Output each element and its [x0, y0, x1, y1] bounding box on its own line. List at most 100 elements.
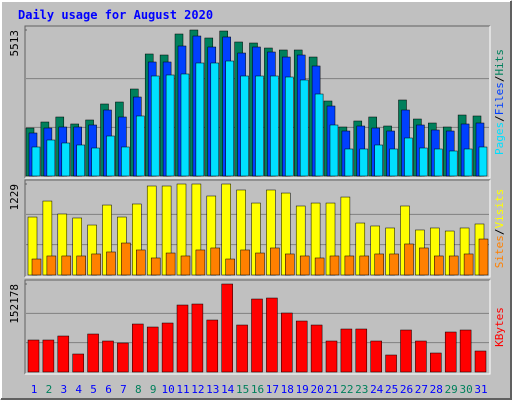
bar: [478, 238, 489, 276]
x-tick-label: 21: [325, 383, 338, 396]
bar: [195, 62, 205, 177]
x-tick-label: 20: [310, 383, 323, 396]
bar: [136, 249, 146, 276]
bar: [370, 340, 382, 373]
x-tick-label: 26: [400, 383, 413, 396]
bar: [285, 253, 295, 276]
bar: [355, 328, 368, 373]
x-tick-label: 4: [75, 383, 82, 396]
bar: [42, 339, 55, 373]
bar: [463, 148, 473, 177]
bar: [132, 323, 144, 373]
bar: [419, 247, 429, 276]
bar: [434, 148, 443, 177]
bar: [444, 331, 457, 373]
x-tick-label: 13: [206, 383, 219, 396]
x-tick-label: 10: [161, 383, 174, 396]
bar: [448, 150, 458, 177]
bar: [400, 329, 412, 373]
bar: [225, 60, 234, 177]
bar: [46, 255, 57, 276]
bar: [180, 255, 191, 276]
bar: [255, 252, 265, 276]
bar: [459, 329, 472, 373]
bar: [31, 258, 42, 276]
bar: [46, 139, 56, 177]
legend-separator: /: [493, 229, 506, 236]
legend: Pages/Files/Hits: [493, 49, 506, 155]
bar: [415, 340, 427, 373]
bar: [295, 320, 308, 373]
bar: [344, 255, 355, 276]
bar: [478, 146, 488, 177]
bar: [57, 335, 70, 373]
x-tick-label: 30: [459, 383, 472, 396]
legend-separator: /: [493, 115, 506, 122]
bar: [61, 255, 72, 276]
x-tick-label: 27: [415, 383, 428, 396]
legend-entry: Files: [493, 82, 506, 115]
bar: [225, 258, 235, 276]
bar: [91, 253, 101, 276]
bar: [270, 247, 280, 276]
bar: [340, 328, 353, 373]
x-tick-label: 16: [251, 383, 264, 396]
bar: [419, 147, 428, 177]
bar: [161, 322, 174, 373]
bar: [121, 146, 130, 177]
bar: [106, 251, 116, 276]
panel-frame-dark: [24, 25, 490, 178]
x-tick-label: 18: [281, 383, 294, 396]
bar: [404, 137, 413, 177]
bar: [285, 76, 294, 177]
bar: [270, 75, 279, 177]
bar: [165, 74, 175, 177]
x-tick-label: 31: [474, 383, 487, 396]
legend-entry: Hits: [493, 49, 506, 76]
bar: [359, 148, 369, 177]
bar: [299, 79, 309, 177]
bar: [430, 352, 442, 373]
bar: [325, 340, 338, 373]
bar: [389, 253, 399, 276]
panel-frame-light: [25, 280, 491, 375]
bar: [191, 303, 204, 373]
x-tick-label: 7: [120, 383, 127, 396]
legend-entry: Sites: [493, 235, 506, 268]
y-tick-label: 5513: [8, 30, 21, 57]
chart-title: Daily usage for August 2020: [18, 8, 213, 22]
legend-entry: Pages: [493, 122, 506, 155]
x-tick-label: 28: [430, 383, 443, 396]
bar: [76, 144, 85, 177]
bar: [474, 350, 487, 373]
bar: [359, 255, 370, 276]
bar: [106, 135, 115, 177]
legend-entry: KBytes: [493, 307, 506, 347]
bar: [91, 147, 100, 177]
x-tick-label: 5: [90, 383, 97, 396]
bar: [310, 324, 323, 373]
bar: [180, 73, 190, 177]
bar: [206, 319, 219, 373]
bar: [236, 324, 248, 373]
x-tick-label: 15: [236, 383, 249, 396]
x-tick-label: 9: [150, 383, 157, 396]
x-tick-label: 3: [60, 383, 67, 396]
panel-frame-light: [25, 180, 491, 278]
x-tick-label: 19: [296, 383, 309, 396]
bar: [195, 249, 206, 276]
bar: [221, 283, 233, 373]
bar: [31, 146, 41, 177]
bar: [434, 255, 444, 276]
x-tick-label: 11: [176, 383, 189, 396]
bar: [117, 342, 129, 373]
legend-entry: Visits: [493, 189, 506, 229]
legend: Sites/Visits: [493, 189, 506, 269]
bar: [240, 75, 249, 177]
x-tick-label: 14: [221, 383, 235, 396]
bar: [76, 255, 86, 276]
x-tick-label: 6: [105, 383, 112, 396]
bar: [146, 326, 159, 373]
bar: [150, 75, 160, 177]
